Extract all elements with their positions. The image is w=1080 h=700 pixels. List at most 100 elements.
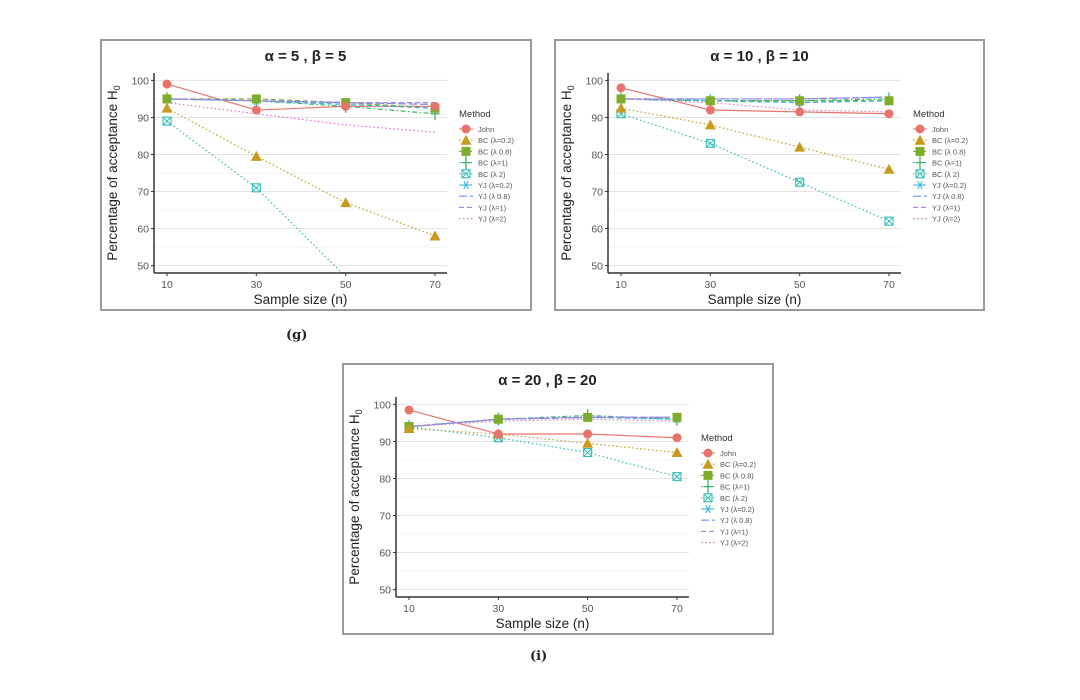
legend: Method John BC (λ=0.2) BC (λ 0.8) BC (λ=1) BC… bbox=[701, 433, 757, 548]
legend-label: YJ (λ=1) bbox=[478, 203, 507, 212]
legend-key-marker-d2 bbox=[462, 169, 470, 178]
legend-title: Method bbox=[913, 109, 945, 120]
legend-title: Method bbox=[701, 433, 733, 444]
y-tick-label: 60 bbox=[137, 224, 149, 236]
y-tick-label: 80 bbox=[591, 149, 603, 161]
data-point bbox=[671, 447, 683, 458]
line-chart: α = 20 , β = 20 50 60 70 80 90 100 10 30 50 70 Samp… bbox=[347, 372, 757, 631]
y-axis-label-subscript: 0 bbox=[112, 85, 122, 90]
legend-key-marker bbox=[914, 134, 926, 145]
x-axis-label: Sample size (n) bbox=[708, 292, 802, 307]
data-point bbox=[672, 412, 682, 422]
data-point bbox=[616, 83, 626, 93]
data-point bbox=[162, 116, 172, 126]
y-tick-label: 100 bbox=[131, 75, 149, 87]
y-tick-label: 90 bbox=[591, 112, 603, 124]
data-point bbox=[251, 94, 261, 104]
data-point bbox=[705, 138, 715, 148]
x-tick-label: 10 bbox=[403, 603, 415, 615]
legend-item: YJ (λ=2) bbox=[459, 215, 507, 224]
legend-label: BC (λ 2) bbox=[720, 494, 748, 503]
legend-key-marker bbox=[461, 180, 471, 190]
legend-label: YJ (λ=2) bbox=[932, 215, 961, 224]
series-line-7 bbox=[621, 96, 890, 100]
legend-key-marker bbox=[461, 146, 471, 156]
y-axis-label-subscript: 0 bbox=[354, 409, 364, 414]
data-point-box bbox=[583, 448, 593, 458]
series-line-3 bbox=[166, 98, 436, 115]
series-markers bbox=[615, 83, 895, 226]
legend-label: BC (λ 2) bbox=[478, 170, 506, 179]
series-line-4 bbox=[620, 113, 890, 222]
legend-label: BC (λ 2) bbox=[932, 170, 960, 179]
legend-label: YJ (λ=0.2) bbox=[720, 505, 755, 514]
legend-label: YJ (λ=2) bbox=[720, 539, 749, 548]
x-tick-label: 70 bbox=[671, 603, 683, 615]
line-chart: α = 10 , β = 10 50 60 70 80 90 100 10 30 50 70 Samp… bbox=[559, 48, 969, 307]
legend-item: YJ (λ=1) bbox=[459, 203, 507, 212]
legend-title: Method bbox=[459, 109, 491, 120]
data-point bbox=[404, 405, 414, 415]
legend-key-marker-arm bbox=[463, 180, 469, 190]
data-point bbox=[672, 472, 682, 482]
legend-key-marker-d2 bbox=[916, 169, 924, 178]
legend-key-marker-box bbox=[703, 493, 713, 503]
series-line-0 bbox=[408, 409, 678, 439]
data-point-d2 bbox=[885, 217, 893, 226]
legend-item: John bbox=[913, 124, 948, 134]
data-point bbox=[493, 414, 503, 424]
legend-label: YJ (λ=2) bbox=[478, 215, 507, 224]
legend-label: BC (λ=0.2) bbox=[932, 136, 969, 145]
legend-label: BC (λ 0.8) bbox=[478, 147, 512, 156]
data-point-box bbox=[251, 183, 261, 193]
data-point bbox=[583, 429, 593, 439]
series-markers bbox=[161, 79, 441, 273]
y-tick-label: 100 bbox=[585, 75, 603, 87]
legend-item: YJ (λ=1) bbox=[913, 203, 961, 212]
legend-label: John bbox=[720, 449, 736, 458]
data-point bbox=[162, 79, 172, 89]
legend-key-marker bbox=[915, 156, 925, 170]
legend-key-marker bbox=[915, 124, 925, 134]
legend-key-marker bbox=[460, 134, 472, 145]
data-point-d2 bbox=[706, 139, 715, 148]
legend-key-marker-arm bbox=[705, 504, 711, 514]
legend-label: YJ (λ 0.8) bbox=[478, 192, 511, 201]
y-tick-label: 50 bbox=[379, 585, 391, 597]
series-line-8 bbox=[620, 98, 890, 113]
legend-item: BC (λ=0.2) bbox=[701, 458, 757, 469]
legend-item: YJ (λ=0.2) bbox=[701, 504, 755, 514]
data-point-box bbox=[884, 216, 894, 226]
chart-title: α = 20 , β = 20 bbox=[498, 372, 596, 389]
data-point bbox=[251, 183, 261, 193]
x-axis-label: Sample size (n) bbox=[254, 292, 348, 307]
legend-key-marker bbox=[703, 470, 713, 480]
y-tick-label: 70 bbox=[379, 511, 391, 523]
legend-key-marker bbox=[702, 458, 714, 469]
legend: Method John BC (λ=0.2) BC (λ 0.8) BC (λ=1) BC… bbox=[459, 109, 515, 224]
legend-label: BC (λ=0.2) bbox=[720, 460, 757, 469]
series-lines bbox=[166, 83, 436, 273]
legend-key-marker bbox=[461, 169, 471, 179]
legend-key-marker bbox=[703, 493, 713, 503]
series-line-4 bbox=[166, 120, 343, 273]
legend-item: BC (λ=1) bbox=[459, 156, 508, 170]
data-point bbox=[883, 163, 895, 174]
data-point-d2 bbox=[252, 183, 261, 192]
legend-item: BC (λ 0.8) bbox=[459, 146, 512, 156]
x-tick-label: 70 bbox=[883, 279, 895, 291]
y-tick-label: 70 bbox=[591, 187, 603, 199]
y-tick-label: 90 bbox=[379, 436, 391, 448]
data-point bbox=[884, 216, 894, 226]
chart-panel-alpha20-beta20: α = 20 , β = 20 50 60 70 80 90 100 10 30 50 70 Samp… bbox=[342, 363, 774, 635]
data-point bbox=[884, 96, 894, 106]
legend-item: BC (λ 2) bbox=[459, 169, 506, 179]
chart-panel-alpha5-beta5: α = 5 , β = 5 50 60 70 80 90 100 10 30 50 70 Sample… bbox=[100, 39, 532, 311]
legend-label: BC (λ 0.8) bbox=[720, 471, 754, 480]
series-line-3 bbox=[620, 98, 890, 102]
x-tick-label: 30 bbox=[492, 603, 504, 615]
series-line-1 bbox=[166, 107, 436, 237]
data-point bbox=[340, 197, 352, 208]
data-point bbox=[162, 94, 172, 104]
y-tick-label: 80 bbox=[137, 149, 149, 161]
